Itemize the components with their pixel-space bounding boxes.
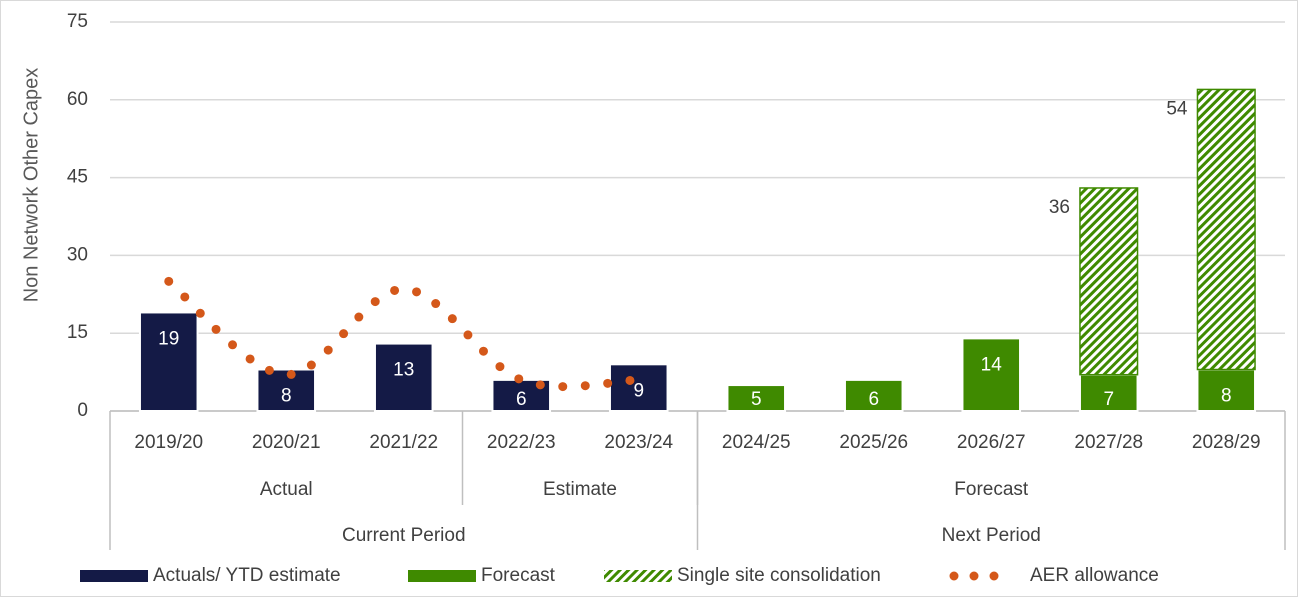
- x-tick-label: 2024/25: [722, 432, 791, 453]
- x-tick-label: 2023/24: [604, 432, 673, 453]
- legend-swatch: [408, 570, 476, 582]
- bar: [961, 337, 1022, 412]
- data-label: 36: [1049, 197, 1070, 218]
- data-label: 19: [158, 328, 179, 349]
- legend-label: Forecast: [481, 565, 556, 586]
- x-tick-label: 2021/22: [369, 432, 438, 453]
- bar: [726, 384, 787, 413]
- bar: [608, 363, 669, 413]
- legend-label: AER allowance: [1030, 565, 1159, 586]
- y-tick-label: 45: [67, 167, 88, 188]
- y-tick-label: 0: [77, 400, 88, 421]
- data-label: 8: [1221, 386, 1232, 407]
- y-tick-label: 75: [67, 11, 88, 32]
- data-label: 5: [751, 389, 762, 410]
- x-tick-label: 2019/20: [134, 432, 203, 453]
- data-label: 6: [516, 389, 527, 410]
- group-label: Actual: [260, 479, 313, 500]
- bar: [1079, 187, 1139, 376]
- data-label: 9: [633, 380, 644, 401]
- x-tick-label: 2028/29: [1192, 432, 1261, 453]
- bar: [1196, 88, 1256, 371]
- x-tick-label: 2022/23: [487, 432, 556, 453]
- bar: [843, 378, 904, 413]
- period-label: Next Period: [942, 525, 1041, 546]
- data-label: 8: [281, 386, 292, 407]
- data-label: 13: [393, 360, 414, 381]
- data-label: 7: [1103, 389, 1114, 410]
- y-axis-label: Non Network Other Capex: [20, 68, 42, 303]
- legend-label: Single site consolidation: [677, 565, 881, 586]
- y-tick-label: 30: [67, 244, 88, 265]
- bar: [138, 311, 199, 413]
- data-label: 54: [1166, 98, 1188, 119]
- x-tick-label: 2020/21: [252, 432, 321, 453]
- x-tick-label: 2027/28: [1074, 432, 1143, 453]
- bar: [256, 368, 317, 412]
- bar: [373, 342, 434, 412]
- y-tick-label: 60: [67, 89, 88, 110]
- group-label: Estimate: [543, 479, 617, 500]
- y-tick-label: 15: [67, 322, 88, 343]
- bar: [1196, 368, 1257, 412]
- legend-swatch: [604, 570, 672, 582]
- data-label: 14: [981, 354, 1003, 375]
- period-label: Current Period: [342, 525, 466, 546]
- x-tick-label: 2025/26: [839, 432, 908, 453]
- legend-label: Actuals/ YTD estimate: [153, 565, 341, 586]
- legend-swatch: [80, 570, 148, 582]
- group-label: Forecast: [954, 479, 1029, 500]
- x-tick-label: 2026/27: [957, 432, 1026, 453]
- data-label: 6: [868, 389, 879, 410]
